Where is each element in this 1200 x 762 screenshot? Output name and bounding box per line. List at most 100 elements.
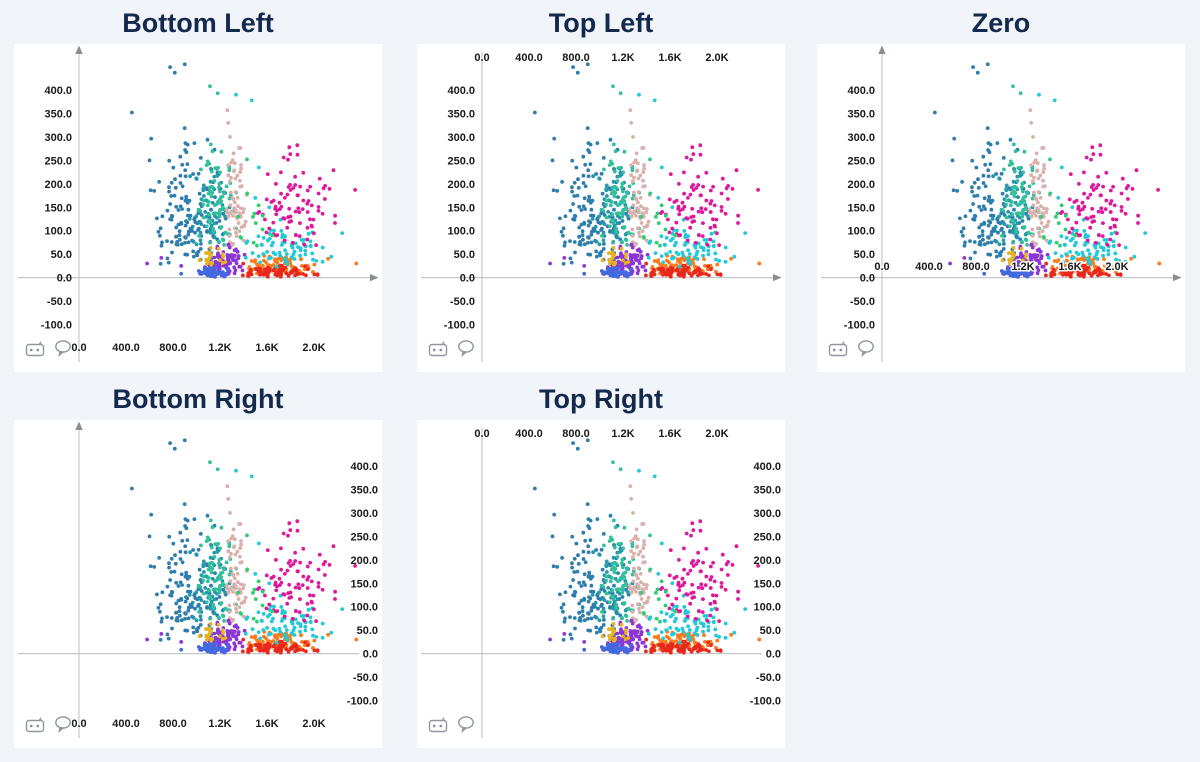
panel-title: Top Left bbox=[548, 8, 654, 38]
y-tick-label: 250.0 bbox=[447, 155, 475, 167]
amcharts-logo-icon[interactable] bbox=[428, 341, 448, 357]
y-tick-label: 350.0 bbox=[350, 485, 378, 497]
x-tick-label: 1.2K bbox=[208, 718, 231, 730]
x-tick-label: 2.0K bbox=[302, 718, 325, 730]
y-tick-label: 400.0 bbox=[753, 461, 781, 473]
scatter-points bbox=[130, 438, 359, 655]
panel-title: Bottom Left bbox=[122, 8, 274, 38]
y-tick-label: 50.0 bbox=[854, 249, 875, 261]
y-tick-label: 150.0 bbox=[447, 202, 475, 214]
comment-balloon-icon[interactable] bbox=[458, 340, 474, 357]
y-tick-label: 0.0 bbox=[766, 649, 781, 661]
y-tick-label: 400.0 bbox=[44, 85, 72, 97]
y-tick-label: 200.0 bbox=[44, 179, 72, 191]
y-axis-arrow bbox=[75, 421, 83, 430]
y-tick-label: 100.0 bbox=[753, 602, 781, 614]
x-tick-label: 1.6K bbox=[658, 52, 681, 64]
y-tick-label: 300.0 bbox=[447, 132, 475, 144]
chart-card: 0.0 400.0 800.0 1.2K 1.6K 2.0K 400.0 350.0 300.0… bbox=[417, 420, 785, 748]
scatter-chart[interactable]: 0.0 400.0 800.0 1.2K 1.6K 2.0K 400.0 350.0 300.0… bbox=[14, 420, 382, 748]
y-tick-label: -100.0 bbox=[844, 320, 875, 332]
y-tick-label: 350.0 bbox=[44, 109, 72, 121]
scatter-points bbox=[533, 438, 762, 655]
amcharts-logo-icon[interactable] bbox=[25, 341, 45, 357]
y-tick-label: 400.0 bbox=[350, 461, 378, 473]
amcharts-logo-icon[interactable] bbox=[828, 341, 848, 357]
x-tick-label: 2.0K bbox=[705, 52, 728, 64]
axes bbox=[821, 45, 1182, 362]
x-tick-label: 2.0K bbox=[302, 342, 325, 354]
x-tick-label: 800.0 bbox=[562, 428, 590, 440]
y-tick-label: -100.0 bbox=[444, 320, 475, 332]
y-tick-label: -50.0 bbox=[450, 296, 475, 308]
panel-bottom-right: Bottom Right 0.0 400.0 800.0 1.2K 1.6K 2.0K 40… bbox=[14, 378, 382, 748]
amcharts-logo-icon[interactable] bbox=[25, 717, 45, 733]
x-tick-label: 0.0 bbox=[71, 342, 86, 354]
comment-balloon-icon[interactable] bbox=[55, 716, 71, 733]
x-tick-label: 400.0 bbox=[915, 261, 943, 273]
y-tick-label: 200.0 bbox=[350, 555, 378, 567]
y-tick-label: 250.0 bbox=[44, 155, 72, 167]
x-tick-label: 800.0 bbox=[962, 261, 990, 273]
y-tick-label: 300.0 bbox=[847, 132, 875, 144]
y-tick-label: 50.0 bbox=[760, 625, 781, 637]
scatter-chart[interactable]: 0.0 400.0 800.0 1.2K 1.6K 2.0K 400.0 350.0 300.0… bbox=[417, 420, 785, 748]
axis-labels: 0.0 400.0 800.0 1.2K 1.6K 2.0K 400.0 350.0 300.0… bbox=[41, 85, 326, 354]
scatter-chart[interactable]: 0.0 400.0 800.0 1.2K 1.6K 2.0K 400.0 350.0 300.0… bbox=[417, 44, 785, 372]
y-tick-label: 50.0 bbox=[51, 249, 72, 261]
comment-balloon-icon[interactable] bbox=[55, 340, 71, 357]
x-axis-arrow bbox=[370, 274, 379, 282]
y-tick-label: 300.0 bbox=[753, 508, 781, 520]
y-tick-label: 250.0 bbox=[350, 531, 378, 543]
panel-title: Top Right bbox=[539, 384, 663, 414]
y-tick-label: 50.0 bbox=[454, 249, 475, 261]
x-axis-arrow bbox=[773, 274, 782, 282]
axis-labels: 0.0 400.0 800.0 1.2K 1.6K 2.0K 400.0 350.0 300.0… bbox=[444, 52, 729, 332]
y-tick-label: 0.0 bbox=[460, 273, 475, 285]
axis-labels: 0.0 400.0 800.0 1.2K 1.6K 2.0K 400.0 350.0 300.0… bbox=[71, 461, 378, 730]
comment-balloon-icon[interactable] bbox=[458, 716, 474, 733]
axes bbox=[421, 52, 782, 362]
y-tick-label: -100.0 bbox=[347, 696, 378, 708]
x-tick-label: 0.0 bbox=[71, 718, 86, 730]
y-tick-label: 50.0 bbox=[357, 625, 378, 637]
y-tick-label: -50.0 bbox=[756, 672, 781, 684]
y-tick-label: 100.0 bbox=[447, 226, 475, 238]
x-tick-label: 0.0 bbox=[474, 428, 489, 440]
panel-top-left: Top Left 0.0 400.0 800.0 1.2K 1.6K 2.0K 400.0 3… bbox=[417, 2, 785, 372]
y-tick-label: 150.0 bbox=[44, 202, 72, 214]
x-tick-label: 2.0K bbox=[705, 428, 728, 440]
x-tick-label: 1.6K bbox=[1058, 261, 1081, 273]
scatter-points bbox=[933, 62, 1162, 279]
y-tick-label: 150.0 bbox=[847, 202, 875, 214]
x-tick-label: 0.0 bbox=[474, 52, 489, 64]
scatter-chart[interactable]: 0.0 400.0 800.0 1.2K 1.6K 2.0K 400.0 350.0 300.0… bbox=[14, 44, 382, 372]
panel-zero: Zero 0.0 400.0 800.0 1.2K 1.6K 2.0K 400.0 350.0… bbox=[817, 2, 1185, 372]
scatter-points bbox=[533, 62, 762, 279]
x-tick-label: 1.6K bbox=[658, 428, 681, 440]
panel-bottom-left: Bottom Left 0.0 400.0 800.0 1.2K 1.6K 2.0K 400… bbox=[14, 2, 382, 372]
x-tick-label: 800.0 bbox=[159, 342, 187, 354]
y-tick-label: 100.0 bbox=[44, 226, 72, 238]
axes bbox=[18, 421, 359, 738]
panel-title: Zero bbox=[971, 8, 1031, 38]
x-tick-label: 1.6K bbox=[255, 718, 278, 730]
y-tick-label: 400.0 bbox=[447, 85, 475, 97]
y-tick-label: 300.0 bbox=[350, 508, 378, 520]
amcharts-logo-icon[interactable] bbox=[428, 717, 448, 733]
y-tick-label: 200.0 bbox=[753, 555, 781, 567]
y-tick-label: 100.0 bbox=[350, 602, 378, 614]
x-tick-label: 400.0 bbox=[112, 342, 140, 354]
y-tick-label: 150.0 bbox=[753, 578, 781, 590]
y-tick-label: 400.0 bbox=[847, 85, 875, 97]
y-axis-arrow bbox=[75, 45, 83, 54]
x-tick-label: 0.0 bbox=[874, 261, 889, 273]
scatter-chart[interactable]: 0.0 400.0 800.0 1.2K 1.6K 2.0K 400.0 350.0 300.0… bbox=[817, 44, 1185, 372]
x-tick-label: 800.0 bbox=[159, 718, 187, 730]
x-tick-label: 400.0 bbox=[515, 428, 543, 440]
panel-top-right: Top Right 0.0 400.0 800.0 1.2K 1.6K 2.0K 400.0… bbox=[417, 378, 785, 748]
y-tick-label: 250.0 bbox=[847, 155, 875, 167]
y-tick-label: 350.0 bbox=[447, 109, 475, 121]
x-tick-label: 400.0 bbox=[112, 718, 140, 730]
comment-balloon-icon[interactable] bbox=[858, 340, 874, 357]
